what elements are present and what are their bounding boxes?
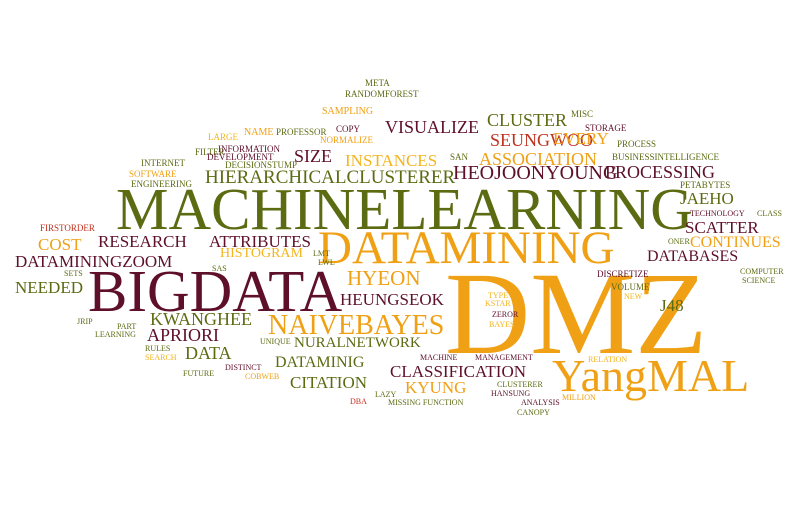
word-technology: TECHNOLOGY bbox=[690, 209, 745, 218]
word-future: FUTURE bbox=[183, 369, 215, 378]
word-zeror: ZEROR bbox=[492, 310, 519, 319]
word-bigdata: BIGDATA bbox=[88, 258, 343, 324]
word-databases: DATABASES bbox=[647, 248, 739, 265]
word-learning: LEARNING bbox=[95, 330, 136, 339]
word-engineering: ENGINEERING bbox=[131, 179, 192, 189]
word-kwanghee: KWANGHEE bbox=[150, 309, 252, 329]
word-sampling: SAMPLING bbox=[322, 106, 374, 117]
word-processing: PROCESSING bbox=[605, 162, 716, 182]
word-analysis: ANALYSIS bbox=[521, 398, 560, 407]
word-sets: SETS bbox=[64, 269, 83, 278]
word-management: MANAGEMENT bbox=[475, 353, 533, 362]
word-association: ASSOCIATION bbox=[479, 149, 598, 169]
word-dataminingzoom: DATAMININGZOOM bbox=[15, 252, 173, 271]
word-kyung: KYUNG bbox=[405, 378, 467, 397]
word-datamining-typo: DATAMINIG bbox=[275, 354, 365, 371]
word-firstorder: FIRSTORDER bbox=[40, 223, 95, 233]
word-visualize: VISUALIZE bbox=[385, 117, 479, 137]
word-search: SEARCH bbox=[145, 353, 177, 362]
word-normalize: NORMALIZE bbox=[320, 135, 373, 145]
word-hyeon: HYEON bbox=[347, 266, 421, 290]
word-new: NEW bbox=[624, 292, 643, 301]
word-bayes: BAYES bbox=[489, 320, 515, 329]
word-classification: CLASSIFICATION bbox=[390, 362, 527, 381]
word-petabytes: PETABYTES bbox=[680, 180, 731, 190]
word-naivebayes: NAIVEBAYES bbox=[268, 310, 445, 341]
word-machine: MACHINE bbox=[420, 353, 458, 362]
word-million: MILLION bbox=[562, 393, 596, 402]
word-internet: INTERNET bbox=[141, 158, 185, 168]
word-lwl: LWL bbox=[318, 258, 335, 267]
word-type: TYPE bbox=[488, 291, 508, 300]
word-development: DEVELOPMENT bbox=[207, 152, 274, 162]
word-heojoonyoung: HEOJOONYOUNG bbox=[453, 162, 618, 184]
word-relation: RELATION bbox=[588, 355, 628, 364]
word-lmt: LMT bbox=[313, 249, 330, 258]
word-unique: UNIQUE bbox=[260, 337, 291, 346]
word-name: NAME bbox=[244, 127, 274, 138]
word-software: SOFTWARE bbox=[129, 169, 177, 179]
word-part: PART bbox=[117, 322, 137, 331]
word-volume: VOLUME bbox=[611, 282, 650, 292]
word-randomforest: RANDOMFOREST bbox=[345, 89, 419, 99]
word-lazy: LAZY bbox=[375, 390, 397, 399]
word-decisionstump: DECISIONSTUMP bbox=[225, 160, 298, 170]
word-san: SAN bbox=[450, 152, 469, 162]
word-hierarchicalclusterer: HIERARCHICALCLUSTERER bbox=[205, 167, 456, 188]
word-seungwoo: SEUNGWOO bbox=[490, 130, 593, 150]
word-filter: FILTER bbox=[195, 147, 225, 157]
word-dmz: DMZ bbox=[445, 248, 708, 379]
word-cost: COST bbox=[38, 235, 82, 254]
word-class: CLASS bbox=[757, 209, 782, 218]
word-attributes: ATTRIBUTES bbox=[209, 232, 311, 251]
word-machinelearning: MACHINELEARNING bbox=[116, 176, 693, 242]
word-instances: INSTANCES bbox=[345, 151, 438, 170]
word-misc: MISC bbox=[571, 109, 594, 119]
word-sas: SAS bbox=[212, 264, 227, 273]
word-yangmal: YangMAL bbox=[552, 350, 750, 401]
word-histogram: HISTOGRAM bbox=[220, 246, 303, 261]
word-research: RESEARCH bbox=[98, 232, 187, 251]
word-discretize: DISCRETIZE bbox=[597, 269, 649, 279]
word-dba: DBA bbox=[350, 397, 367, 406]
word-missing-function: MISSING FUNCTION bbox=[388, 398, 464, 407]
word-cluster: CLUSTER bbox=[487, 110, 568, 130]
word-process: PROCESS bbox=[617, 139, 657, 149]
word-datamining: DATAMINING bbox=[318, 222, 615, 274]
word-oner: ONER bbox=[668, 237, 690, 246]
word-information: INFORMATION bbox=[218, 144, 281, 154]
word-professor: PROFESSOR bbox=[276, 127, 327, 137]
word-apriori: APRIORI bbox=[147, 325, 220, 345]
word-clusterer: CLUSTERER bbox=[497, 380, 543, 389]
word-meta: META bbox=[365, 78, 390, 88]
word-data: DATA bbox=[185, 343, 232, 363]
word-science: SCIENCE bbox=[742, 276, 776, 285]
word-large: LARGE bbox=[208, 132, 238, 142]
word-jrip: JRIP bbox=[77, 317, 93, 326]
word-canopy: CANOPY bbox=[517, 408, 550, 417]
word-businessintelligence: BUSINESSINTELLIGENCE bbox=[612, 152, 719, 162]
word-continues: CONTINUES bbox=[690, 234, 781, 251]
word-rules: RULES bbox=[145, 344, 171, 353]
word-heungseok: HEUNGSEOK bbox=[340, 290, 444, 309]
word-size: SIZE bbox=[294, 146, 332, 166]
word-every: EVERY bbox=[553, 129, 609, 148]
word-kstar: KSTAR bbox=[485, 299, 511, 308]
word-j48: J48 bbox=[660, 296, 684, 315]
word-citation: CITATION bbox=[290, 373, 368, 392]
word-needed: NEEDED bbox=[15, 278, 83, 297]
word-storage: STORAGE bbox=[585, 123, 627, 133]
word-scatter: SCATTER bbox=[685, 218, 759, 237]
word-computer: COMPUTER bbox=[740, 267, 784, 276]
word-copy: COPY bbox=[336, 124, 361, 134]
word-hansung: HANSUNG bbox=[491, 389, 531, 398]
word-jaeho: JAEHO bbox=[680, 189, 734, 208]
word-distinct: DISTINCT bbox=[225, 363, 262, 372]
word-cobweb: COBWEB bbox=[245, 372, 280, 381]
word-nuralnetwork: NURALNETWORK bbox=[294, 335, 421, 351]
